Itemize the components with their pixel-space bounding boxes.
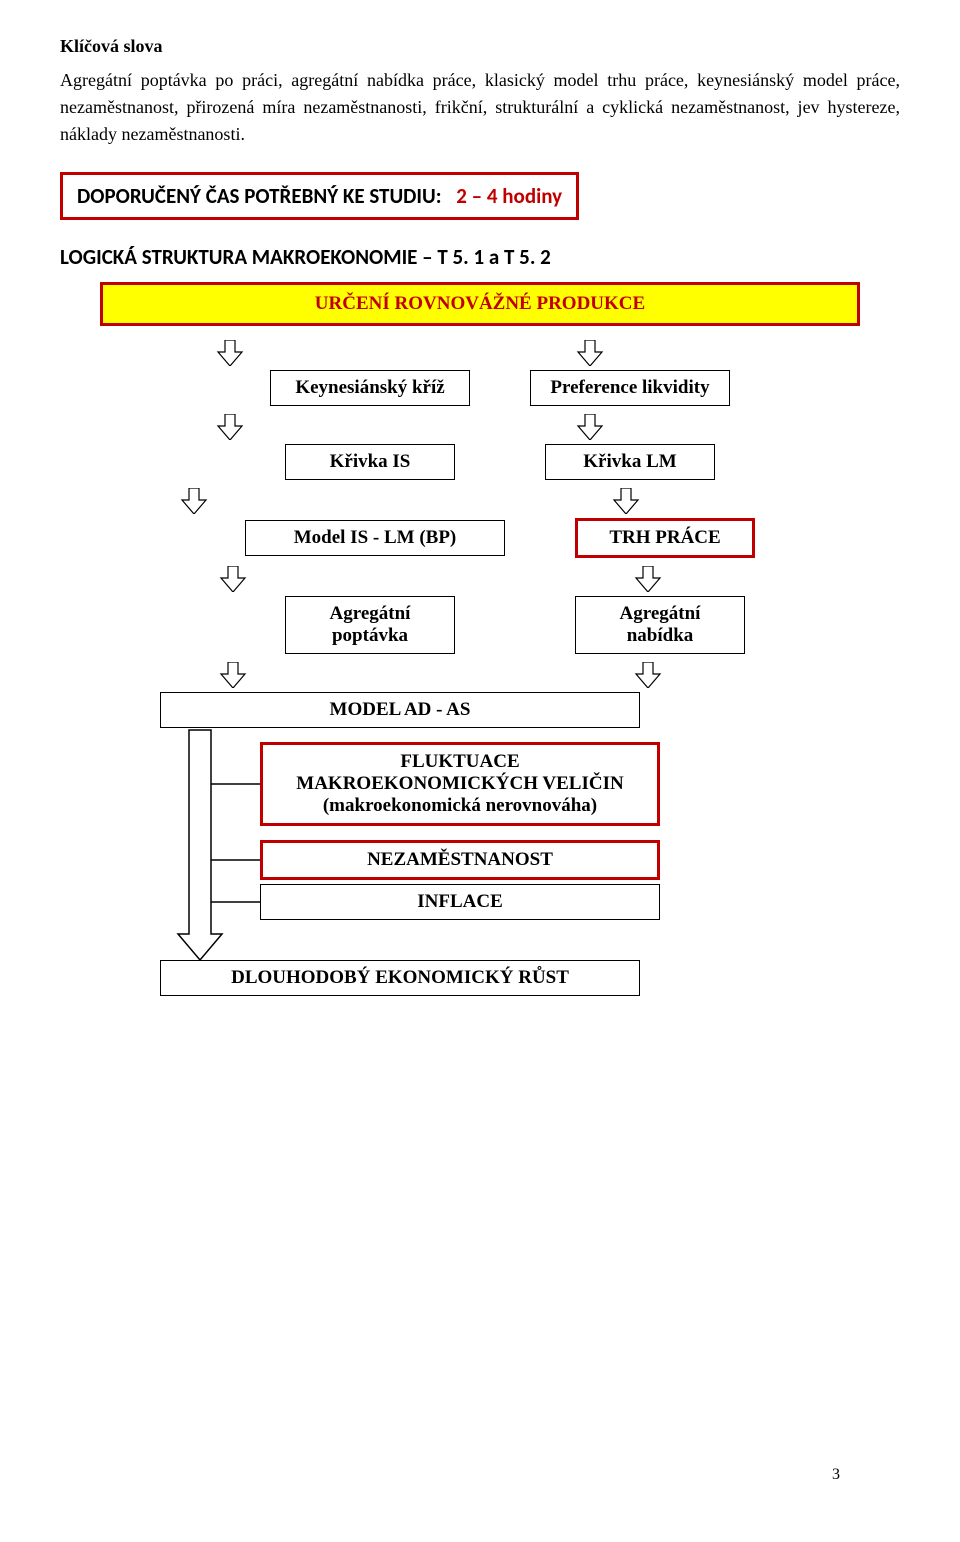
node-keynesian-cross: Keynesiánský kříž xyxy=(270,370,470,406)
arrow-down-icon xyxy=(219,662,247,688)
as-line2: nabídka xyxy=(627,625,694,646)
flukt-l3: (makroekonomická nerovnováha) xyxy=(323,795,597,816)
node-adas-model: MODEL AD - AS xyxy=(160,692,640,728)
as-line1: Agregátní xyxy=(620,603,701,624)
node-islm-model: Model IS - LM (BP) xyxy=(245,520,505,556)
banner-equilibrium: URČENÍ ROVNOVÁŽNÉ PRODUKCE xyxy=(100,282,860,326)
study-time-label: DOPORUČENÝ ČAS POTŘEBNÝ KE STUDIU: xyxy=(77,183,442,209)
ad-line2: poptávka xyxy=(332,625,408,646)
node-aggregate-demand: Agregátní poptávka xyxy=(285,596,455,654)
node-lm-curve: Křivka LM xyxy=(545,444,715,480)
arrow-down-icon xyxy=(216,340,244,366)
node-fluctuations: FLUKTUACE MAKROEKONOMICKÝCH VELIČIN (mak… xyxy=(260,742,660,826)
arrow-down-icon xyxy=(216,414,244,440)
arrow-down-icon xyxy=(576,340,604,366)
node-inflation: INFLACE xyxy=(260,884,660,920)
flukt-l2: MAKROEKONOMICKÝCH VELIČIN xyxy=(296,773,623,794)
keywords-heading: Klíčová slova xyxy=(60,36,900,57)
node-long-run-growth: DLOUHODOBÝ EKONOMICKÝ RŮST xyxy=(160,960,640,996)
arrow-down-icon xyxy=(634,662,662,688)
node-aggregate-supply: Agregátní nabídka xyxy=(575,596,745,654)
ad-line1: Agregátní xyxy=(330,603,411,624)
node-labour-market: TRH PRÁCE xyxy=(575,518,755,558)
arrow-down-icon xyxy=(180,488,208,514)
page-number: 3 xyxy=(832,1466,840,1484)
study-time-hours: 2 – 4 hodiny xyxy=(456,183,562,209)
arrow-down-icon xyxy=(634,566,662,592)
arrow-down-icon xyxy=(219,566,247,592)
flukt-l1: FLUKTUACE xyxy=(400,751,519,772)
arrow-down-icon xyxy=(576,414,604,440)
arrow-down-icon xyxy=(612,488,640,514)
node-liquidity-preference: Preference likvidity xyxy=(530,370,730,406)
node-unemployment: NEZAMĚSTNANOST xyxy=(260,840,660,880)
keywords-paragraph: Agregátní poptávka po práci, agregátní n… xyxy=(60,67,900,148)
section-title: LOGICKÁ STRUKTURA MAKROEKONOMIE – T 5. 1… xyxy=(60,244,900,270)
flowchart: URČENÍ ROVNOVÁŽNÉ PRODUKCE Keynesiánský … xyxy=(100,282,860,996)
node-is-curve: Křivka IS xyxy=(285,444,455,480)
study-time-callout: DOPORUČENÝ ČAS POTŘEBNÝ KE STUDIU: 2 – 4… xyxy=(60,172,579,220)
